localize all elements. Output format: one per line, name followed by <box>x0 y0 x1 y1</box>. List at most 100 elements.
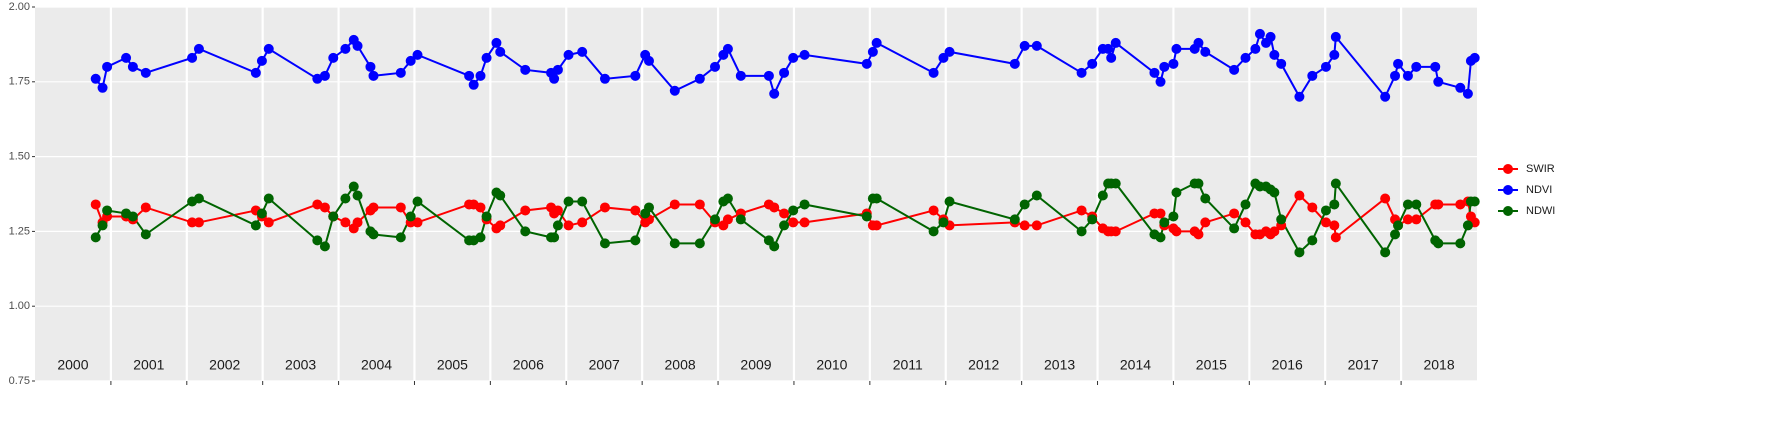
data-point <box>263 43 274 54</box>
data-point <box>779 208 790 219</box>
data-point <box>549 73 560 84</box>
data-point <box>1031 190 1042 201</box>
data-point <box>368 70 379 81</box>
data-point <box>468 79 479 90</box>
data-point <box>1097 190 1108 201</box>
data-point <box>1076 226 1087 237</box>
data-point <box>1031 40 1042 51</box>
data-point <box>1269 226 1280 237</box>
data-point <box>1171 187 1182 198</box>
data-point <box>928 226 939 237</box>
data-point <box>1330 232 1341 243</box>
data-point <box>1019 199 1030 210</box>
data-point <box>1329 49 1340 60</box>
data-point <box>1031 220 1042 231</box>
data-point <box>563 49 574 60</box>
data-point <box>475 232 486 243</box>
data-point <box>1294 91 1305 102</box>
data-point <box>1393 220 1404 231</box>
data-point <box>1462 220 1473 231</box>
data-point <box>861 58 872 69</box>
data-point <box>871 220 882 231</box>
data-point <box>1307 235 1318 246</box>
data-point <box>669 85 680 96</box>
data-point <box>520 205 531 216</box>
data-point <box>563 220 574 231</box>
data-point <box>1229 64 1240 75</box>
data-point <box>1320 61 1331 72</box>
data-point <box>788 52 799 63</box>
data-point <box>1307 202 1318 213</box>
data-point <box>412 49 423 60</box>
legend-swatch <box>1503 185 1513 195</box>
data-point <box>475 70 486 81</box>
data-point <box>1106 52 1117 63</box>
data-point <box>1390 70 1401 81</box>
data-point <box>90 199 101 210</box>
data-point <box>1171 226 1182 237</box>
data-point <box>140 202 151 213</box>
data-point <box>779 67 790 78</box>
data-point <box>867 46 878 57</box>
data-point <box>861 211 872 222</box>
data-point <box>1265 31 1276 42</box>
data-point <box>1076 205 1087 216</box>
data-point <box>710 61 721 72</box>
data-point <box>799 199 810 210</box>
data-point <box>1411 214 1422 225</box>
data-point <box>563 196 574 207</box>
data-point <box>1149 67 1160 78</box>
year-label: 2009 <box>740 357 771 373</box>
data-point <box>1294 247 1305 258</box>
data-point <box>263 193 274 204</box>
data-point <box>599 73 610 84</box>
data-point <box>779 220 790 231</box>
data-point <box>1462 88 1473 99</box>
data-point <box>352 190 363 201</box>
year-label: 2014 <box>1120 357 1151 373</box>
data-point <box>552 64 563 75</box>
year-label: 2011 <box>893 357 923 373</box>
data-point <box>395 202 406 213</box>
data-point <box>495 190 506 201</box>
year-label: 2006 <box>513 357 544 373</box>
data-point <box>938 217 949 228</box>
data-point <box>475 202 486 213</box>
data-point <box>365 61 376 72</box>
data-point <box>481 211 492 222</box>
data-point <box>1433 238 1444 249</box>
data-point <box>1229 223 1240 234</box>
year-label: 2005 <box>437 357 468 373</box>
data-point <box>1087 214 1098 225</box>
data-point <box>944 46 955 57</box>
data-point <box>495 220 506 231</box>
data-point <box>495 46 506 57</box>
data-point <box>250 67 261 78</box>
data-point <box>340 193 351 204</box>
data-point <box>140 67 151 78</box>
data-point <box>1380 247 1391 258</box>
data-point <box>102 61 113 72</box>
data-point <box>1009 58 1020 69</box>
data-point <box>1019 40 1030 51</box>
data-point <box>1254 28 1265 39</box>
data-point <box>928 205 939 216</box>
data-point <box>577 217 588 228</box>
data-point <box>769 88 780 99</box>
data-point <box>1411 61 1422 72</box>
data-point <box>395 67 406 78</box>
year-label: 2004 <box>361 357 392 373</box>
data-point <box>643 55 654 66</box>
data-point <box>722 214 733 225</box>
year-label: 2017 <box>1348 357 1379 373</box>
data-point <box>1168 58 1179 69</box>
data-point <box>250 220 261 231</box>
data-point <box>127 211 138 222</box>
data-point <box>319 202 330 213</box>
data-point <box>1402 214 1413 225</box>
data-point <box>552 220 563 231</box>
data-point <box>121 52 132 63</box>
data-point <box>256 208 267 219</box>
data-point <box>769 241 780 252</box>
data-point <box>630 235 641 246</box>
